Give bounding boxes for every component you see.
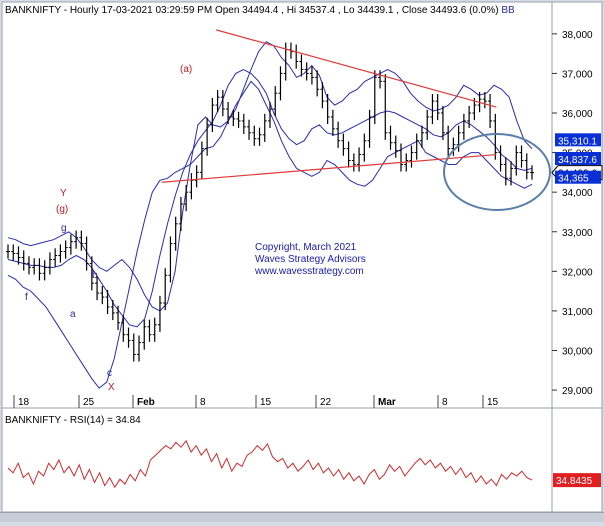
x-tick-label: Mar <box>378 397 396 408</box>
copyright-line-1: Copyright, March 2021 <box>255 242 357 253</box>
price-axis[interactable] <box>551 1 603 409</box>
y-tick-label: 38,000 <box>562 30 593 41</box>
header-close: Close 34493.6 (0.0%) <box>402 5 499 16</box>
header-time: 03:29:59 PM <box>155 5 212 16</box>
x-tick-label: 18 <box>18 397 30 408</box>
price-tag-shape <box>555 133 601 147</box>
rsi-tag-shape <box>553 473 601 488</box>
y-tick-label: 32,000 <box>562 267 593 278</box>
rsi-pane[interactable] <box>1 407 553 513</box>
y-tick-label: 36,000 <box>562 109 593 120</box>
wave-label-f: f <box>25 292 28 303</box>
price-tag-shape <box>555 170 601 184</box>
price-tag-text: 34,365 <box>558 174 589 185</box>
y-tick-label: 31,000 <box>562 307 593 318</box>
price-tag: 34,365 <box>555 170 601 185</box>
y-tick-label: 37,000 <box>562 69 593 80</box>
rsi-title: BANKNIFTY - RSI(14) = 34.84 <box>5 415 141 426</box>
price-tags: 35,310.134,837.634,493.634,365 <box>551 133 603 185</box>
x-tick-label: Feb <box>137 397 155 408</box>
header-low: Lo 34439.1 <box>343 5 393 16</box>
trendlines <box>161 29 497 183</box>
trendline-lower[interactable] <box>161 153 497 183</box>
price-pane[interactable] <box>1 1 553 409</box>
price-tag-text: 35,310.1 <box>558 136 597 147</box>
wave-label-c: c <box>107 368 112 379</box>
wave-label-a-top: (a) <box>180 64 192 75</box>
x-tick-label: 25 <box>83 397 95 408</box>
header-timeframe: Hourly <box>70 5 99 16</box>
x-tick-label: 15 <box>260 397 272 408</box>
copyright-line-2: Waves Strategy Advisors <box>255 254 366 265</box>
rsi-series <box>7 439 533 489</box>
header-symbol: BANKNIFTY <box>5 5 61 16</box>
price-tag-text: 34,837.6 <box>558 155 597 166</box>
trendline-upper[interactable] <box>216 29 497 108</box>
y-tick-label: 34,000 <box>562 188 593 199</box>
y-tick-label: 29,000 <box>562 386 593 397</box>
rsi-line <box>7 439 533 489</box>
x-tick-label: 15 <box>487 397 499 408</box>
header-open: Open 34494.4 <box>215 5 279 16</box>
rsi-tag-text: 34.8435 <box>556 476 593 487</box>
header-date: 17-03-2021 <box>102 5 154 16</box>
y-tick-label: 33,000 <box>562 228 593 239</box>
header-indicator-tag: BB <box>501 5 515 16</box>
x-tick-label: 8 <box>200 397 206 408</box>
y-tick-label: 30,000 <box>562 347 593 358</box>
price-tag-shape <box>555 152 601 166</box>
rsi-title-text: BANKNIFTY - RSI(14) = 34.84 <box>5 415 141 426</box>
rsi-axis[interactable] <box>551 407 603 513</box>
price-tag: 35,310.1 <box>555 133 601 147</box>
x-tick-label: 22 <box>320 397 332 408</box>
bb-bb-upper <box>7 41 533 312</box>
wave-label-a: a <box>70 309 76 320</box>
wave-label-g-paren: (g) <box>56 204 68 215</box>
highlight-circle <box>443 133 551 211</box>
chart-header-text: BANKNIFTY - Hourly 17-03-2021 03:29:59 P… <box>5 5 515 16</box>
price-tag: 34,837.6 <box>555 152 601 166</box>
wave-label-b: b <box>92 270 98 281</box>
wave-label-g: g <box>61 223 67 234</box>
sheet-tabs[interactable] <box>0 512 604 522</box>
wave-label-Y: Y <box>60 188 67 199</box>
rsi-tag: 34.8435 <box>553 473 601 488</box>
x-axis: 18 25 Feb 8 15 22 Mar 8 15 <box>13 395 499 408</box>
copyright-line-3: www.wavesstrategy.com <box>254 266 364 277</box>
header-high: Hi 34537.4 <box>287 5 336 16</box>
wave-label-X: X <box>108 382 115 393</box>
x-tick-label: 8 <box>442 397 448 408</box>
